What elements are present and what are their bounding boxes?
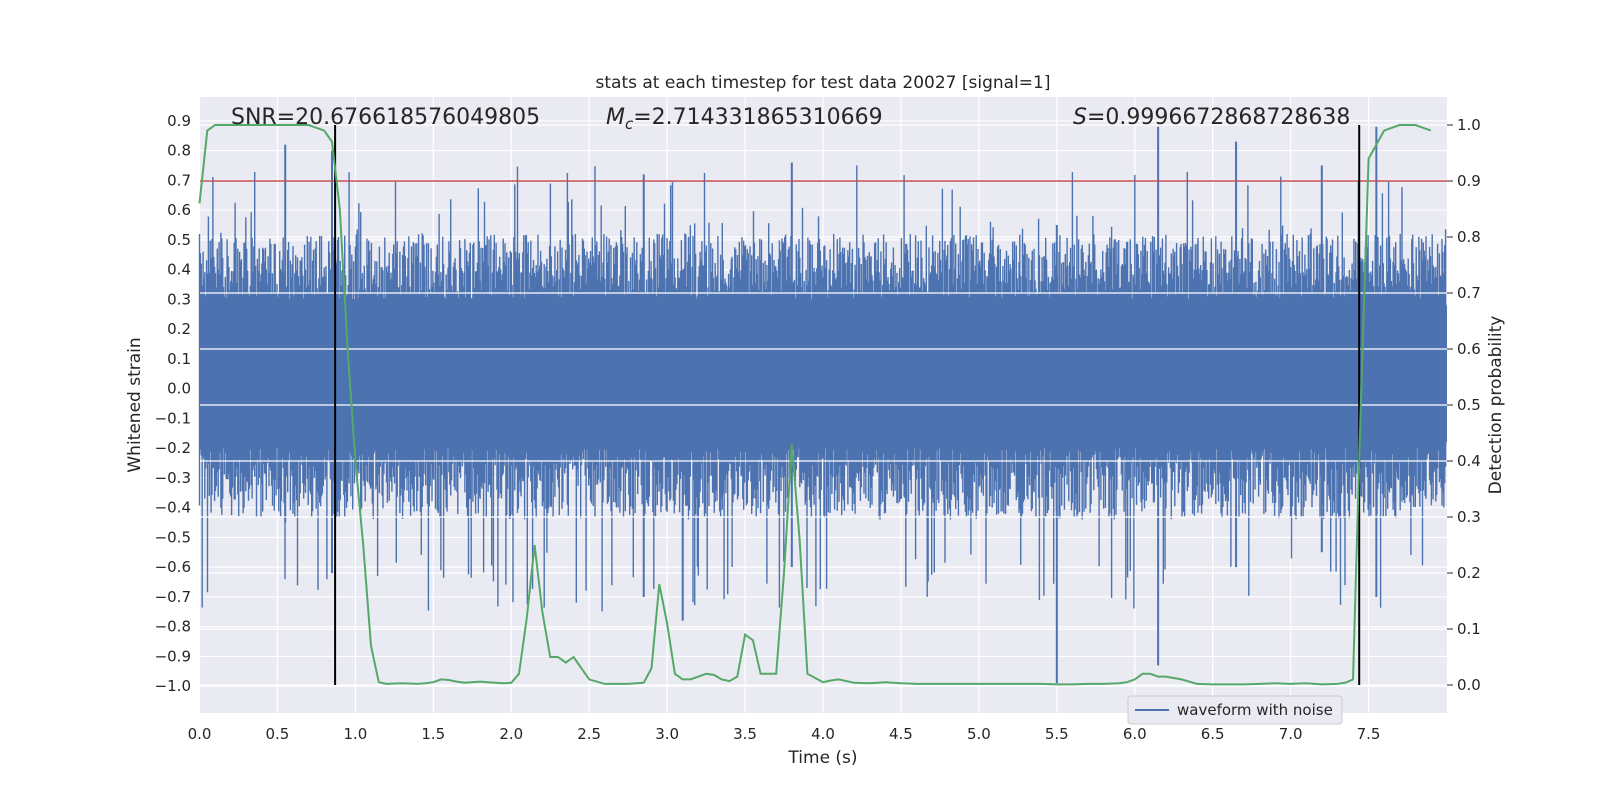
right-y-axis-label: Detection probability (1486, 316, 1506, 495)
left-y-tick-label-2: 0.7 (167, 171, 191, 189)
left-y-tick-label-8: 0.1 (167, 350, 191, 368)
noise-trace (198, 165, 1447, 612)
right-y-axis-ticks: 1.0 0.9 0.8 0.7 0.6 0.5 0.4 0.3 0.2 0.1 0.0 (1447, 116, 1481, 694)
score-symbol: S (1073, 105, 1087, 130)
x-tick-label-15: 7.5 (1357, 725, 1381, 743)
x-tick-label-3: 1.5 (421, 725, 445, 743)
plot-area (198, 124, 1447, 686)
left-y-tick-label-17: −0.8 (155, 618, 191, 636)
left-y-tick-label-14: −0.5 (155, 528, 191, 546)
score-annotation: S=0.9996672868728638 (1073, 105, 1350, 130)
x-tick-label-2: 1.0 (343, 725, 367, 743)
chirp-mass-annotation: Mc=2.714331865310669 (606, 105, 883, 133)
right-y-tick-label-6: 0.4 (1457, 452, 1481, 470)
chirp-mass-symbol: M (606, 105, 625, 130)
left-y-axis-label: Whitened strain (125, 337, 145, 472)
x-tick-label-1: 0.5 (266, 725, 290, 743)
x-tick-label-5: 2.5 (577, 725, 601, 743)
probability-line (198, 124, 1432, 686)
left-y-tick-label-1: 0.8 (167, 142, 191, 160)
x-tick-label-0: 0.0 (188, 725, 212, 743)
left-y-tick-label-5: 0.4 (167, 261, 191, 279)
boundary-lines (334, 125, 1361, 685)
left-y-tick-label-12: −0.3 (155, 469, 191, 487)
x-tick-label-6: 3.0 (655, 725, 679, 743)
right-y-tick-label-0: 1.0 (1457, 116, 1481, 134)
left-y-tick-label-16: −0.7 (155, 588, 191, 606)
x-axis-ticks: 0.0 0.5 1.0 1.5 2.0 2.5 3.0 3.5 4.0 4.5 5.0 5.5 6.0 6… (188, 725, 1381, 743)
right-y-tick-label-9: 0.1 (1457, 620, 1481, 638)
right-y-tick-label-3: 0.7 (1457, 284, 1481, 302)
right-y-tick-label-2: 0.8 (1457, 228, 1481, 246)
left-y-tick-label-4: 0.5 (167, 231, 191, 249)
x-tick-label-9: 4.5 (889, 725, 913, 743)
x-tick-label-10: 5.0 (967, 725, 991, 743)
right-y-tick-label-5: 0.5 (1457, 396, 1481, 414)
chirp-mass-value: =2.714331865310669 (633, 105, 882, 130)
noise-series (198, 126, 1447, 684)
legend-box (1127, 695, 1343, 725)
snr-annotation: SNR=20.676618576049805 (231, 105, 540, 130)
right-y-tick-label-4: 0.6 (1457, 340, 1481, 358)
right-y-tick-label-1: 0.9 (1457, 172, 1481, 190)
left-y-tick-label-7: 0.2 (167, 320, 191, 338)
right-y-tick-label-10: 0.0 (1457, 676, 1481, 694)
legend: waveform with noise (1127, 695, 1343, 725)
x-tick-label-4: 2.0 (499, 725, 523, 743)
left-y-tick-label-10: −0.1 (155, 409, 191, 427)
x-tick-label-11: 5.5 (1045, 725, 1069, 743)
right-y-tick-label-8: 0.2 (1457, 564, 1481, 582)
x-axis-label: Time (s) (787, 748, 857, 768)
right-y-tick-label-7: 0.3 (1457, 508, 1481, 526)
x-tick-label-7: 3.5 (733, 725, 757, 743)
left-y-tick-label-15: −0.6 (155, 558, 191, 576)
left-y-tick-label-0: 0.9 (167, 112, 191, 130)
left-y-tick-label-19: −1.0 (155, 677, 191, 695)
left-y-tick-label-13: −0.4 (155, 499, 191, 517)
x-tick-label-12: 6.0 (1123, 725, 1147, 743)
chart-title: stats at each timestep for test data 200… (596, 73, 1051, 93)
legend-label-waveform: waveform with noise (1177, 701, 1333, 719)
left-y-tick-label-11: −0.2 (155, 439, 191, 457)
left-y-tick-label-6: 0.3 (167, 290, 191, 308)
x-tick-label-14: 7.0 (1279, 725, 1303, 743)
x-tick-label-13: 6.5 (1201, 725, 1225, 743)
left-y-axis-ticks: 0.9 0.8 0.7 0.6 0.5 0.4 0.3 0.2 0.1 0.0 −0.1 −0.2 −0… (155, 112, 191, 695)
left-y-tick-label-18: −0.9 (155, 647, 191, 665)
x-tick-label-8: 4.0 (811, 725, 835, 743)
left-y-tick-label-9: 0.0 (167, 380, 191, 398)
chirp-mass-subscript: c (625, 115, 634, 133)
score-value: =0.9996672868728638 (1087, 105, 1350, 130)
left-y-tick-label-3: 0.6 (167, 201, 191, 219)
probability-series (198, 124, 1432, 686)
